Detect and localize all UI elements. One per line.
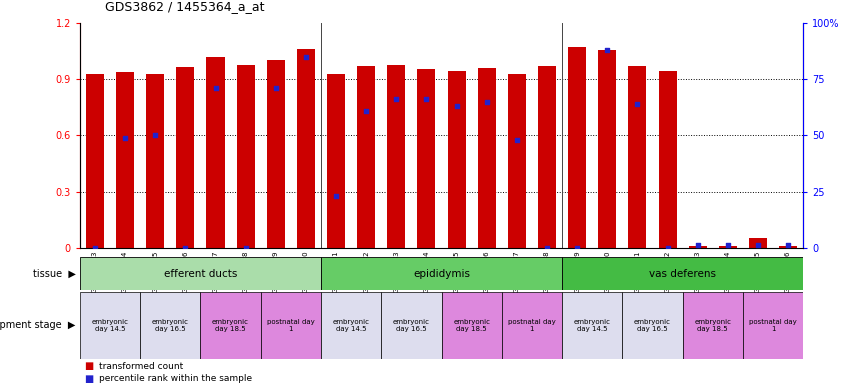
Bar <box>689 246 706 248</box>
Text: postnatal day
1: postnatal day 1 <box>508 319 556 332</box>
Point <box>209 85 222 91</box>
Text: ■: ■ <box>84 374 93 384</box>
Text: embryonic
day 18.5: embryonic day 18.5 <box>453 319 490 332</box>
Point <box>540 245 553 251</box>
Point <box>450 103 463 109</box>
Point <box>269 85 283 91</box>
Bar <box>80 257 321 290</box>
Point <box>359 108 373 114</box>
Text: postnatal day
1: postnatal day 1 <box>267 319 315 332</box>
Bar <box>297 49 315 248</box>
Bar <box>562 257 803 290</box>
Point <box>480 99 494 105</box>
Text: GDS3862 / 1455364_a_at: GDS3862 / 1455364_a_at <box>105 0 265 13</box>
Bar <box>321 292 381 359</box>
Bar <box>683 292 743 359</box>
Bar <box>387 65 405 248</box>
Text: transformed count: transformed count <box>99 361 183 371</box>
Bar <box>206 57 225 248</box>
Text: embryonic
day 16.5: embryonic day 16.5 <box>152 319 188 332</box>
Text: vas deferens: vas deferens <box>649 268 717 279</box>
Bar <box>748 238 767 248</box>
Bar <box>357 66 375 248</box>
Point <box>239 245 252 251</box>
Point <box>721 242 734 248</box>
Text: embryonic
day 18.5: embryonic day 18.5 <box>212 319 249 332</box>
Bar <box>140 292 200 359</box>
Point <box>570 245 584 251</box>
Bar <box>628 66 647 248</box>
Point <box>178 245 192 251</box>
Bar <box>478 68 495 248</box>
Point <box>510 137 524 143</box>
Text: embryonic
day 14.5: embryonic day 14.5 <box>333 319 369 332</box>
Bar <box>538 66 556 248</box>
Point <box>299 54 313 60</box>
Text: embryonic
day 16.5: embryonic day 16.5 <box>634 319 671 332</box>
Point <box>631 101 644 107</box>
Point <box>751 242 764 248</box>
Bar <box>86 74 104 248</box>
Point <box>389 96 403 103</box>
Point <box>420 96 433 103</box>
Text: development stage  ▶: development stage ▶ <box>0 320 76 331</box>
Point <box>149 132 162 139</box>
Point <box>330 193 343 199</box>
Text: efferent ducts: efferent ducts <box>164 268 237 279</box>
Text: postnatal day
1: postnatal day 1 <box>749 319 797 332</box>
Bar <box>568 47 586 248</box>
Bar <box>719 246 737 248</box>
Text: embryonic
day 18.5: embryonic day 18.5 <box>695 319 731 332</box>
Bar <box>116 72 134 248</box>
Bar <box>659 71 676 248</box>
Bar <box>447 71 466 248</box>
Text: epididymis: epididymis <box>413 268 470 279</box>
Text: embryonic
day 16.5: embryonic day 16.5 <box>393 319 430 332</box>
Point <box>691 242 705 248</box>
Point <box>661 245 674 251</box>
Bar <box>267 61 285 248</box>
Point <box>600 47 614 53</box>
Bar <box>779 246 797 248</box>
Bar <box>381 292 442 359</box>
Bar <box>261 292 321 359</box>
Bar <box>442 292 502 359</box>
Bar <box>562 292 622 359</box>
Bar <box>177 67 194 248</box>
Bar <box>598 50 616 248</box>
Bar <box>622 292 683 359</box>
Bar <box>321 257 562 290</box>
Text: ■: ■ <box>84 361 93 371</box>
Bar <box>146 74 164 248</box>
Text: embryonic
day 14.5: embryonic day 14.5 <box>92 319 129 332</box>
Bar <box>200 292 261 359</box>
Point <box>781 242 795 248</box>
Text: embryonic
day 14.5: embryonic day 14.5 <box>574 319 611 332</box>
Bar <box>508 74 526 248</box>
Point <box>88 245 102 251</box>
Bar <box>327 74 345 248</box>
Text: percentile rank within the sample: percentile rank within the sample <box>99 374 252 383</box>
Bar <box>236 65 255 248</box>
Text: tissue  ▶: tissue ▶ <box>33 268 76 279</box>
Point <box>119 134 132 141</box>
Bar <box>743 292 803 359</box>
Bar <box>417 69 436 248</box>
Bar <box>80 292 140 359</box>
Bar <box>502 292 562 359</box>
